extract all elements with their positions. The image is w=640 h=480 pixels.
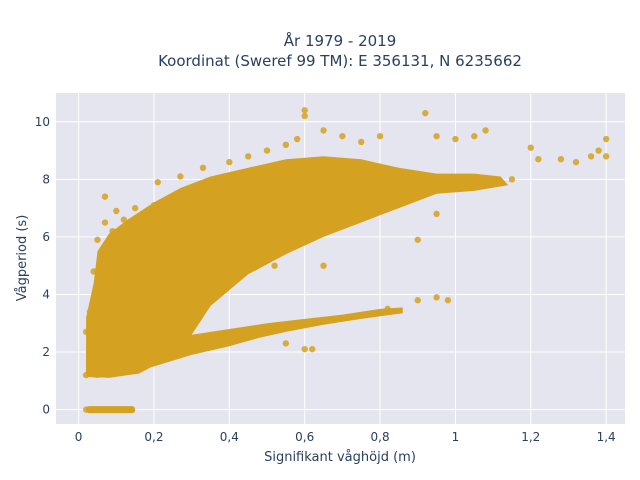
data-point bbox=[293, 135, 301, 143]
data-point bbox=[471, 132, 478, 140]
data-point bbox=[177, 173, 184, 180]
y-tick-label: 4 bbox=[42, 287, 50, 301]
data-point bbox=[433, 294, 440, 301]
data-point bbox=[557, 156, 565, 163]
y-tick-label: 8 bbox=[42, 172, 50, 186]
data-point bbox=[452, 135, 459, 143]
data-point bbox=[116, 406, 124, 413]
data-point bbox=[384, 305, 391, 313]
data-points bbox=[82, 107, 610, 413]
data-point bbox=[128, 406, 135, 413]
data-point bbox=[602, 153, 610, 160]
data-point bbox=[309, 345, 316, 353]
x-tick-label: 0,6 bbox=[295, 430, 314, 444]
x-tick-label: 0,4 bbox=[220, 430, 239, 444]
data-point bbox=[150, 202, 158, 209]
x-axis-label: Signifikant våghöjd (m) bbox=[264, 450, 416, 465]
x-tick-label: 1,2 bbox=[521, 430, 540, 444]
data-point bbox=[587, 153, 595, 160]
data-point bbox=[105, 406, 112, 413]
data-point bbox=[376, 132, 384, 140]
data-point bbox=[101, 219, 109, 226]
data-point bbox=[282, 340, 290, 347]
data-point bbox=[301, 233, 308, 241]
data-point bbox=[358, 138, 365, 146]
data-point bbox=[433, 210, 440, 218]
data-point bbox=[301, 107, 308, 114]
data-point bbox=[101, 193, 109, 200]
data-point bbox=[94, 236, 101, 243]
data-point bbox=[301, 345, 308, 353]
data-point bbox=[271, 262, 278, 269]
y-axis-label: Vågperiod (s) bbox=[15, 215, 30, 302]
data-point bbox=[482, 127, 489, 134]
data-point bbox=[244, 153, 252, 160]
data-point bbox=[120, 216, 128, 223]
data-point bbox=[508, 176, 516, 183]
x-tick-labels: 0 0,2 0,4 0,6 0,8 1 1,2 1,4 bbox=[75, 430, 616, 444]
data-point bbox=[82, 328, 90, 336]
x-tick-label: 0,2 bbox=[144, 430, 163, 444]
data-point bbox=[414, 236, 421, 243]
data-point bbox=[444, 297, 452, 304]
data-point bbox=[282, 141, 290, 149]
data-point bbox=[572, 158, 580, 166]
data-point bbox=[131, 204, 139, 212]
data-point bbox=[595, 147, 602, 154]
y-tick-label: 2 bbox=[42, 345, 50, 359]
y-tick-label: 6 bbox=[42, 230, 50, 244]
upper-data-cloud bbox=[86, 156, 509, 378]
data-point bbox=[226, 158, 233, 166]
x-tick-label: 1 bbox=[452, 430, 460, 444]
data-point bbox=[535, 156, 542, 163]
lower-data-branch bbox=[86, 307, 403, 378]
x-tick-label: 0,8 bbox=[371, 430, 390, 444]
data-point bbox=[94, 406, 101, 413]
data-point bbox=[320, 262, 327, 269]
data-point bbox=[414, 297, 421, 304]
data-point bbox=[199, 164, 207, 172]
data-point bbox=[109, 227, 116, 235]
data-point bbox=[90, 268, 97, 275]
data-point bbox=[527, 144, 534, 151]
x-tick-label: 1,4 bbox=[597, 430, 616, 444]
y-tick-label: 10 bbox=[35, 115, 50, 129]
x-tick-label: 0 bbox=[75, 430, 83, 444]
data-point bbox=[320, 127, 327, 134]
data-point bbox=[86, 308, 94, 315]
data-point bbox=[82, 406, 90, 413]
data-point bbox=[263, 147, 271, 154]
data-point bbox=[433, 132, 440, 140]
chart-title-line-1: År 1979 - 2019 bbox=[284, 31, 397, 50]
data-point bbox=[339, 132, 346, 140]
data-point bbox=[154, 179, 161, 186]
data-point bbox=[82, 371, 90, 379]
y-tick-labels: 0 2 4 6 8 10 bbox=[35, 115, 50, 417]
data-point bbox=[602, 135, 610, 143]
y-tick-label: 0 bbox=[42, 403, 50, 417]
data-point bbox=[113, 207, 120, 215]
data-point bbox=[301, 112, 308, 120]
chart-title-line-2: Koordinat (Sweref 99 TM): E 356131, N 62… bbox=[158, 52, 522, 70]
data-point bbox=[422, 109, 429, 117]
